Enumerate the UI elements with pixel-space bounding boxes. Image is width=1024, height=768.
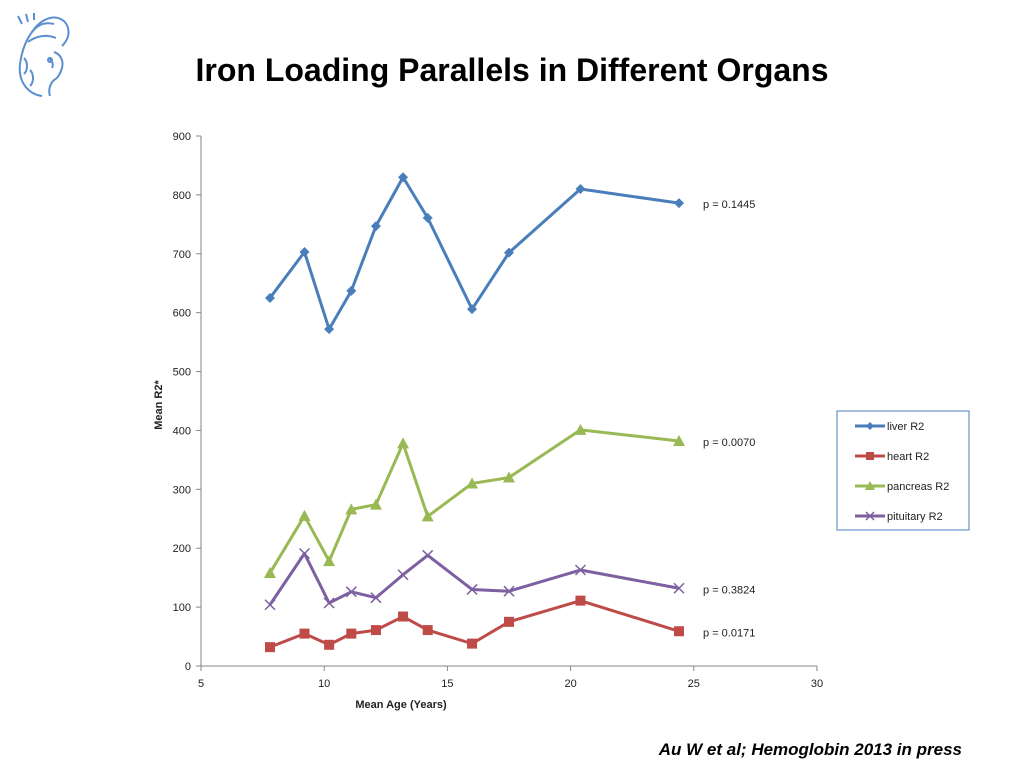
- pancreas-data-point: [298, 509, 311, 521]
- y-tick-label: 800: [173, 190, 191, 202]
- liver-data-point: [324, 324, 335, 335]
- pancreas-data-point: [263, 566, 276, 578]
- pituitary-data-point: [574, 564, 586, 576]
- liver-data-point: [467, 304, 478, 315]
- y-tick-label: 700: [173, 249, 191, 261]
- pancreas-data-point: [503, 471, 515, 483]
- liver-data-point: [674, 198, 685, 209]
- heart-data-point: [324, 639, 335, 650]
- x-axis-title: Mean Age (Years): [355, 699, 447, 711]
- heart-data-point: [264, 642, 275, 653]
- y-tick-label: 0: [185, 661, 191, 673]
- heart-data-point: [398, 611, 409, 622]
- liver-p-value: p = 0.1445: [703, 199, 755, 211]
- y-axis-title: Mean R2*: [153, 380, 165, 430]
- legend-swatch-marker: [866, 452, 874, 460]
- liver-series-line: [268, 175, 680, 331]
- liver-data-point: [264, 292, 275, 303]
- y-tick-label: 400: [173, 425, 191, 437]
- legend-swatch-marker: [866, 422, 874, 430]
- pancreas-data-point: [466, 477, 479, 489]
- legend-label: pancreas R2: [887, 481, 949, 493]
- x-tick-label: 20: [564, 678, 576, 690]
- x-tick-label: 25: [688, 678, 700, 690]
- legend-label: pituitary R2: [887, 511, 943, 523]
- pituitary-data-point: [345, 586, 357, 598]
- heart-data-point: [674, 626, 685, 637]
- pituitary-data-point: [323, 597, 335, 609]
- y-tick-label: 300: [173, 484, 191, 496]
- legend-box: [836, 410, 970, 531]
- legend-item-liver: liver R2: [855, 421, 924, 433]
- legend-swatch-marker: [865, 481, 875, 490]
- liver-data-point: [422, 212, 433, 223]
- pancreas-data-point: [574, 423, 587, 435]
- legend-item-heart: heart R2: [855, 451, 929, 463]
- liver-data-point: [398, 172, 409, 183]
- pancreas-data-point: [673, 435, 686, 447]
- legend-swatch-marker: [865, 511, 875, 521]
- x-tick-label: 5: [198, 678, 204, 690]
- pancreas-data-point: [397, 437, 410, 449]
- pituitary-data-point: [370, 592, 382, 604]
- pituitary-data-point: [264, 599, 276, 611]
- pancreas-series-line: [268, 428, 680, 574]
- pituitary-data-point: [397, 569, 409, 581]
- pancreas-data-point: [323, 555, 336, 567]
- legend-item-pancreas: pancreas R2: [855, 481, 949, 493]
- citation: Au W et al; Hemoglobin 2013 in press: [658, 740, 962, 759]
- y-tick-label: 200: [173, 543, 191, 555]
- pituitary-data-point: [422, 549, 434, 561]
- heart-data-point: [370, 625, 381, 636]
- y-tick-label: 600: [173, 308, 191, 320]
- y-tick-label: 900: [173, 131, 191, 143]
- liver-data-point: [346, 285, 357, 296]
- x-tick-label: 10: [318, 678, 330, 690]
- y-tick-label: 500: [173, 367, 191, 379]
- pituitary-data-point: [298, 547, 311, 560]
- liver-data-point: [575, 184, 586, 194]
- liver-data-point: [370, 221, 381, 232]
- pituitary-p-value: p = 0.3824: [703, 584, 755, 596]
- pituitary-data-point: [466, 583, 478, 595]
- heart-p-value: p = 0.0171: [703, 627, 755, 639]
- heart-data-point: [422, 625, 433, 636]
- pancreas-p-value: p = 0.0070: [703, 437, 755, 449]
- pancreas-data-point: [369, 498, 382, 510]
- heart-data-point: [299, 628, 310, 639]
- pituitary-data-point: [503, 585, 515, 597]
- legend-label: liver R2: [887, 421, 924, 433]
- pancreas-data-point: [421, 510, 434, 522]
- liver-data-point: [504, 247, 514, 258]
- legend-label: heart R2: [887, 451, 929, 463]
- slide-title: Iron Loading Parallels in Different Orga…: [195, 52, 829, 88]
- heart-data-point: [575, 595, 586, 606]
- heart-data-point: [467, 638, 478, 649]
- athena-head-icon: [17, 13, 70, 97]
- pituitary-data-point: [673, 582, 685, 594]
- heart-data-point: [346, 628, 357, 639]
- liver-data-point: [299, 247, 310, 258]
- x-tick-label: 30: [811, 678, 823, 690]
- y-tick-label: 100: [173, 602, 191, 614]
- x-tick-label: 15: [441, 678, 453, 690]
- legend-item-pituitary: pituitary R2: [855, 511, 943, 523]
- heart-data-point: [504, 616, 514, 627]
- pancreas-data-point: [345, 503, 358, 515]
